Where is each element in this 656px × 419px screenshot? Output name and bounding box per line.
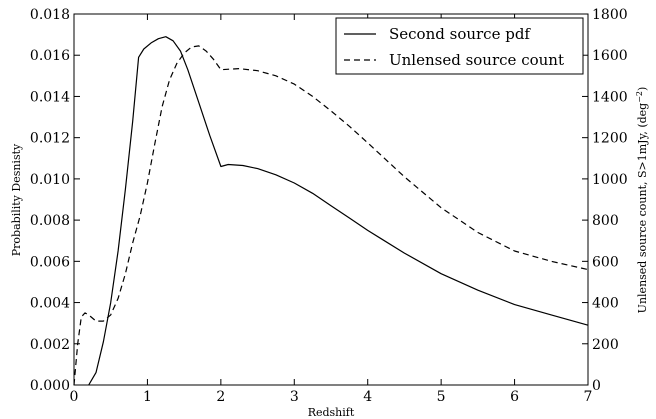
left-y-tick-label: 0.010 [30, 172, 70, 188]
plot-frame [73, 13, 589, 386]
left-y-tick-label: 0.006 [30, 254, 70, 270]
left-y-tick-label: 0.016 [30, 48, 70, 64]
legend-label-unlensed-source-count: Unlensed source count [389, 51, 564, 69]
right-y-axis-label-main: Unlensed source count, S>1mJy, (deg [636, 103, 649, 314]
right-y-axis-label: Unlensed source count, S>1mJy, (deg−2) [635, 87, 649, 314]
left-y-axis-label: Probability Desnisty [10, 143, 23, 256]
left-y-tick-label: 0.018 [30, 7, 70, 23]
legend: Second source pdf Unlensed source count [335, 17, 584, 75]
x-tick-label: 1 [143, 389, 152, 405]
series-layer [73, 36, 589, 386]
right-y-tick-label: 1000 [592, 172, 628, 188]
series-line-unlensed-source-count [73, 45, 589, 386]
left-y-tick-label: 0.008 [30, 213, 70, 229]
right-y-tick-label: 200 [592, 337, 619, 353]
left-y-tick-label: 0.004 [30, 296, 70, 312]
x-tick-label: 5 [437, 389, 446, 405]
x-tick-label: 4 [363, 389, 372, 405]
x-tick-label: 6 [510, 389, 519, 405]
x-tick-label: 0 [70, 389, 79, 405]
left-y-axis-ticks: 0.000 0.002 0.004 0.006 0.008 0.010 0.012 0.014… [30, 7, 80, 394]
x-tick-label: 7 [584, 389, 593, 405]
right-y-axis-label-close: ) [636, 87, 649, 91]
left-y-tick-label: 0.000 [30, 378, 70, 394]
right-y-tick-label: 0 [592, 378, 601, 394]
x-tick-label: 3 [290, 389, 299, 405]
right-y-tick-label: 1600 [592, 48, 628, 64]
left-y-tick-label: 0.014 [30, 89, 70, 105]
right-y-tick-label: 600 [592, 254, 619, 270]
left-y-tick-label: 0.002 [30, 337, 70, 353]
left-y-tick-label: 0.012 [30, 131, 70, 147]
right-y-tick-label: 1400 [592, 89, 628, 105]
right-y-axis-ticks: 0 200 400 600 800 1000 1200 1400 1600 1800 [582, 7, 628, 394]
x-axis-label: Redshift [308, 406, 355, 419]
right-y-axis-label-superscript: −2 [635, 91, 644, 103]
series-line-second-source-pdf [88, 36, 589, 386]
right-y-tick-label: 800 [592, 213, 619, 229]
right-y-tick-label: 1800 [592, 7, 628, 23]
right-y-tick-label: 400 [592, 296, 619, 312]
legend-box [335, 17, 584, 75]
right-y-tick-label: 1200 [592, 131, 628, 147]
legend-label-second-source-pdf: Second source pdf [389, 25, 531, 43]
x-tick-label: 2 [216, 389, 225, 405]
